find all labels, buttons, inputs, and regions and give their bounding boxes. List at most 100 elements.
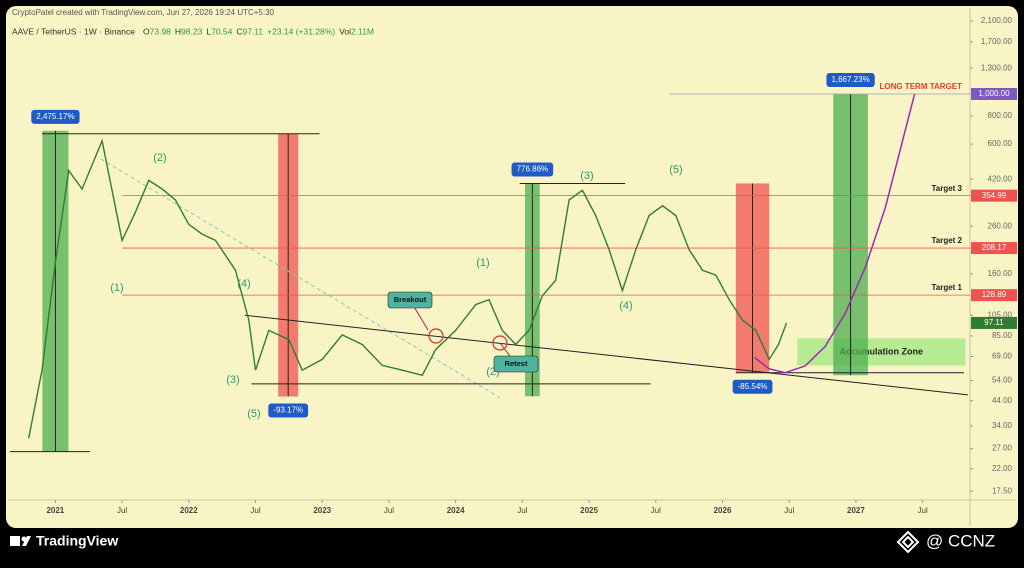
trend-line — [244, 314, 969, 396]
x-tick-label: Jul — [117, 506, 127, 515]
callout-ring — [492, 335, 508, 351]
ohlc-value: 97.11 — [242, 26, 263, 36]
wave-label: (2) — [153, 152, 166, 164]
x-tick-label: 2024 — [447, 506, 465, 515]
move-label-box — [826, 72, 875, 87]
level-value: 354.99 — [982, 191, 1007, 200]
level-name: LONG TERM TARGET — [879, 82, 962, 91]
callout-label: Retest — [505, 359, 528, 368]
tv-logo — [10, 536, 31, 546]
move-label-box — [268, 403, 309, 418]
y-tick-label: 34.00 — [992, 421, 1013, 430]
plot: 2,100.00 1,700.00 1,300.00 800.00 600.00 420.… — [10, 16, 1017, 515]
level-value: 208.17 — [982, 243, 1007, 252]
level-tag — [971, 242, 1017, 255]
x-tick-label: 2021 — [46, 506, 64, 515]
level-tag — [971, 189, 1017, 202]
y-tick-label: 22.00 — [992, 464, 1013, 473]
move-label-box — [511, 162, 554, 177]
y-tick-label: 800.00 — [988, 111, 1013, 120]
callout-ring — [428, 328, 444, 344]
level-tag — [971, 87, 1017, 100]
move-label: 1,667.23% — [831, 75, 869, 84]
y-tick-label: 1,300.00 — [981, 63, 1013, 72]
last-price: 97.11 — [984, 318, 1004, 327]
x-tick-label: Jul — [651, 506, 661, 515]
wave-label: (3) — [226, 374, 239, 386]
watermark-icon — [896, 530, 920, 554]
logo-block — [10, 536, 20, 546]
logo-slash — [22, 536, 31, 546]
move-label: -93.17% — [273, 406, 303, 415]
x-tick-label: 2023 — [313, 506, 331, 515]
y-tick-label: 44.00 — [992, 396, 1013, 405]
x-tick-label: Jul — [250, 506, 260, 515]
level-name: Target 2 — [931, 236, 962, 245]
ohlc-key: Vol — [339, 26, 351, 36]
ohlc-value: +23.14 (+31.28%) — [267, 26, 335, 36]
ohlc-value: 73.98 — [150, 26, 172, 36]
wave-label: (1) — [476, 257, 489, 269]
move-label-box — [732, 379, 773, 394]
last-price-tag — [971, 316, 1017, 329]
zone-label: Accumulation Zone — [840, 346, 924, 356]
move-label: -85.54% — [738, 382, 768, 391]
move-label-box — [31, 109, 80, 124]
y-tick-label: 105.00 — [988, 310, 1013, 319]
y-tick-label: 54.00 — [992, 376, 1013, 385]
x-tick-label: Jul — [517, 506, 527, 515]
wave-label: (1) — [110, 282, 123, 294]
y-tick-label: 2,100.00 — [981, 16, 1013, 25]
ohlc-key: H — [175, 26, 181, 36]
x-tick-label: 2022 — [180, 506, 198, 515]
x-tick-label: Jul — [384, 506, 394, 515]
y-tick-label: 600.00 — [988, 139, 1013, 148]
wave-label: (3) — [580, 170, 593, 182]
price-line — [28, 138, 788, 439]
level-value: 128.89 — [982, 290, 1007, 299]
projection-curve — [754, 93, 916, 374]
ohlc-key: L — [206, 26, 211, 36]
move-label: 2,475.17% — [36, 112, 74, 121]
trend-line — [100, 158, 500, 399]
accumulation-zone — [797, 338, 966, 366]
wave-label: (4) — [237, 278, 250, 290]
y-tick-label: 260.00 — [988, 221, 1013, 230]
level-name: Target 3 — [931, 184, 962, 193]
watermark: @ CCNZ — [926, 531, 995, 550]
callout-box — [387, 291, 433, 309]
y-tick-label: 160.00 — [988, 269, 1013, 278]
callout-label: Breakout — [394, 295, 427, 304]
level-tag — [971, 289, 1017, 302]
y-tick-label: 420.00 — [988, 174, 1013, 183]
ohlc-value: 2.11M — [351, 26, 374, 36]
ohlc: O 73.98 H 98.23 L 70.54 C 97.11 +23.14 (+31.28%)… — [143, 26, 374, 36]
x-tick-label: 2026 — [714, 506, 732, 515]
x-tick-label: 2025 — [580, 506, 598, 515]
chart-background — [6, 6, 1018, 528]
symbol: AAVE / TetherUS · 1W · Binance — [12, 26, 135, 36]
y-tick-label: 69.00 — [992, 352, 1013, 361]
brand: TradingView — [36, 533, 118, 549]
ohlc-key: C — [236, 26, 242, 36]
y-tick-label: 85.00 — [992, 331, 1013, 340]
y-tick-label: 17.50 — [992, 486, 1013, 495]
move-label: 776.86% — [517, 165, 549, 174]
x-tick-label: Jul — [784, 506, 794, 515]
y-tick-label: 1,700.00 — [981, 37, 1013, 46]
wave-label: (4) — [619, 300, 632, 312]
level-value: 1,000.00 — [978, 89, 1010, 98]
wave-label: (5) — [247, 408, 260, 420]
ohlc-value: 70.54 — [211, 26, 233, 36]
ohlc-key: O — [143, 26, 150, 36]
y-tick-label: 27.00 — [992, 444, 1013, 453]
ohlc-value: 98.23 — [181, 26, 203, 36]
x-tick-label: 2027 — [847, 506, 865, 515]
credit: CryptoPatel created with TradingView.com… — [12, 8, 275, 17]
wave-label: (5) — [669, 164, 682, 176]
level-name: Target 1 — [931, 283, 962, 292]
callout-box — [493, 355, 539, 373]
x-tick-label: Jul — [918, 506, 928, 515]
